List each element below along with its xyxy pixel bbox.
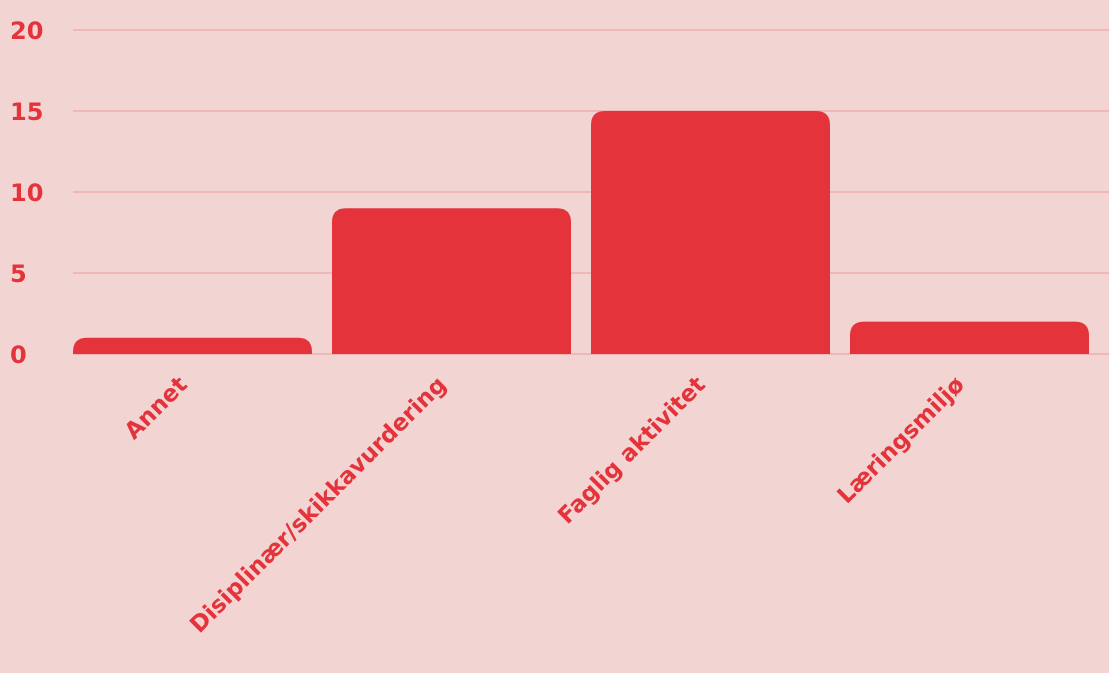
bar-faglig-aktivitet bbox=[591, 111, 830, 354]
y-tick-label: 0 bbox=[10, 341, 27, 369]
x-category-label: Læringsmiljø bbox=[833, 372, 970, 509]
x-category-label: Disiplinær/skikkavurdering bbox=[185, 372, 451, 638]
x-category-label: Annet bbox=[120, 372, 193, 445]
bar-annet bbox=[73, 337, 312, 354]
y-tick-label: 20 bbox=[10, 17, 43, 45]
bars bbox=[73, 111, 1089, 354]
y-axis-ticks: 0 5 10 15 20 bbox=[10, 17, 43, 369]
bar-l-ringsmilj- bbox=[850, 321, 1089, 354]
y-tick-label: 10 bbox=[10, 179, 43, 207]
y-tick-label: 5 bbox=[10, 260, 27, 288]
bar-disiplin-r-skikkavurdering bbox=[332, 208, 571, 354]
x-category-label: Faglig aktivitet bbox=[553, 372, 711, 530]
y-tick-label: 15 bbox=[10, 98, 43, 126]
